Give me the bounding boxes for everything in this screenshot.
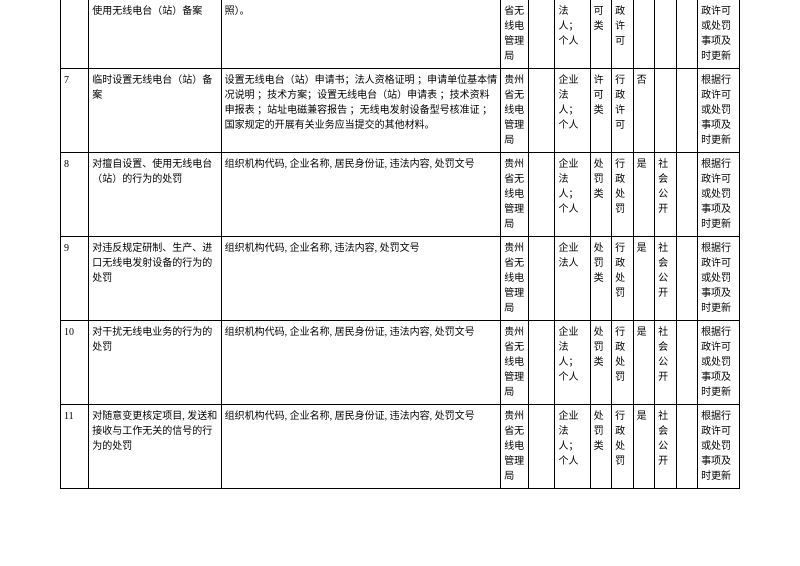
cell-org: 贵州省无线电管理局 [501, 237, 529, 321]
table-row: 7临时设置无线电台（站）备案设置无线电台（站）申请书；法人资格证明 ；申请单位基… [61, 69, 740, 153]
cell-empty2 [676, 237, 698, 321]
cell-idx: 9 [61, 237, 89, 321]
cell-yn: 是 [633, 405, 655, 489]
cell-yn: 是 [633, 237, 655, 321]
cell-cat: 处罚类 [590, 237, 612, 321]
cell-yn: 是 [633, 321, 655, 405]
cell-update: 根据行政许可或处罚事项及时更新 [698, 321, 740, 405]
table-body: 使用无线电台（站）备案照）。省无线电管理局法人；个人可类政许可 政许可或处罚事项及… [61, 0, 740, 489]
cell-name: 对违反规定研制、生产、进口无线电发射设备的行为的处罚 [89, 237, 221, 321]
cell-desc: 照）。 [221, 0, 501, 69]
table-row: 8对擅自设置、使用无线电台（站）的行为的处罚组织机构代码, 企业名称, 居民身份… [61, 153, 740, 237]
cell-update: 根据行政许可或处罚事项及时更新 [698, 153, 740, 237]
cell-empty1 [529, 237, 555, 321]
cell-pub: 社会公开 [655, 321, 677, 405]
cell-yn [633, 0, 655, 69]
cell-update: 根据行政许可或处罚事项及时更新 [698, 69, 740, 153]
cell-empty1 [529, 405, 555, 489]
cell-subj: 企业法人 [555, 237, 590, 321]
cell-empty2 [676, 69, 698, 153]
table-row: 10对干扰无线电业务的行为的处罚组织机构代码, 企业名称, 居民身份证, 违法内… [61, 321, 740, 405]
cell-pub [655, 0, 677, 69]
cell-update: 根据行政许可或处罚事项及时更新 [698, 405, 740, 489]
cell-subj: 法人；个人 [555, 0, 590, 69]
cell-org: 贵州省无线电管理局 [501, 153, 529, 237]
cell-desc: 组织机构代码, 企业名称, 居民身份证, 违法内容, 处罚文号 [221, 321, 501, 405]
table-row: 使用无线电台（站）备案照）。省无线电管理局法人；个人可类政许可 政许可或处罚事项及… [61, 0, 740, 69]
cell-org: 贵州省无线电管理局 [501, 69, 529, 153]
cell-type: 行政处罚 [612, 321, 634, 405]
cell-update: 政许可或处罚事项及时更新 [698, 0, 740, 69]
cell-type: 行政处罚 [612, 153, 634, 237]
cell-empty1 [529, 0, 555, 69]
cell-pub: 社会公开 [655, 237, 677, 321]
cell-cat: 处罚类 [590, 321, 612, 405]
cell-type: 行政处罚 [612, 237, 634, 321]
cell-cat: 许可类 [590, 69, 612, 153]
cell-subj: 企业法人；个人 [555, 69, 590, 153]
cell-type: 行政许可 [612, 69, 634, 153]
cell-idx: 7 [61, 69, 89, 153]
cell-idx [61, 0, 89, 69]
cell-idx: 8 [61, 153, 89, 237]
cell-type: 行政处罚 [612, 405, 634, 489]
cell-pub: 社会公开 [655, 405, 677, 489]
cell-desc: 组织机构代码, 企业名称, 居民身份证, 违法内容, 处罚文号 [221, 405, 501, 489]
cell-empty1 [529, 69, 555, 153]
cell-cat: 处罚类 [590, 153, 612, 237]
table-row: 11对随意变更核定项目, 发送和接收与工作无关的信号的行为的处罚组织机构代码, … [61, 405, 740, 489]
cell-name: 临时设置无线电台（站）备案 [89, 69, 221, 153]
cell-pub: 社会公开 [655, 153, 677, 237]
cell-name: 对擅自设置、使用无线电台（站）的行为的处罚 [89, 153, 221, 237]
cell-name: 对干扰无线电业务的行为的处罚 [89, 321, 221, 405]
table-row: 9对违反规定研制、生产、进口无线电发射设备的行为的处罚组织机构代码, 企业名称,… [61, 237, 740, 321]
cell-org: 省无线电管理局 [501, 0, 529, 69]
cell-name: 对随意变更核定项目, 发送和接收与工作无关的信号的行为的处罚 [89, 405, 221, 489]
cell-subj: 企业法人；个人 [555, 321, 590, 405]
cell-desc: 组织机构代码, 企业名称, 居民身份证, 违法内容, 处罚文号 [221, 153, 501, 237]
cell-desc: 设置无线电台（站）申请书；法人资格证明 ；申请单位基本情况说明 ；技术方案；设置… [221, 69, 501, 153]
cell-yn: 是 [633, 153, 655, 237]
cell-empty2 [676, 0, 698, 69]
cell-empty2 [676, 405, 698, 489]
cell-desc: 组织机构代码, 企业名称, 违法内容, 处罚文号 [221, 237, 501, 321]
cell-empty2 [676, 153, 698, 237]
cell-yn: 否 [633, 69, 655, 153]
cell-pub [655, 69, 677, 153]
cell-type: 政许可 [612, 0, 634, 69]
cell-cat: 可类 [590, 0, 612, 69]
cell-empty1 [529, 153, 555, 237]
cell-org: 贵州省无线电管理局 [501, 321, 529, 405]
regulation-table: 使用无线电台（站）备案照）。省无线电管理局法人；个人可类政许可 政许可或处罚事项及… [60, 0, 740, 489]
cell-idx: 11 [61, 405, 89, 489]
cell-subj: 企业法人；个人 [555, 405, 590, 489]
cell-cat: 处罚类 [590, 405, 612, 489]
cell-update: 根据行政许可或处罚事项及时更新 [698, 237, 740, 321]
cell-empty2 [676, 321, 698, 405]
cell-org: 贵州省无线电管理局 [501, 405, 529, 489]
cell-idx: 10 [61, 321, 89, 405]
cell-empty1 [529, 321, 555, 405]
cell-subj: 企业法人；个人 [555, 153, 590, 237]
cell-name: 使用无线电台（站）备案 [89, 0, 221, 69]
